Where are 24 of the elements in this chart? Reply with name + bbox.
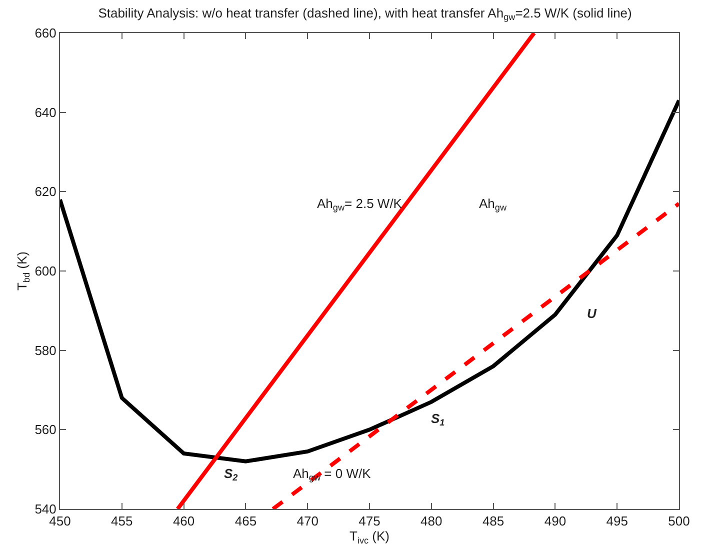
- x-axis-title: T$_{ivc}$ (K): [349, 528, 390, 546]
- y-tick-label: 620: [34, 184, 56, 200]
- x-tick-label: 500: [668, 514, 690, 529]
- x-tick-label: 490: [544, 514, 566, 529]
- x-tick-label: 480: [420, 514, 442, 529]
- annotation: U: [587, 306, 597, 321]
- x-tick-label: 460: [172, 514, 195, 529]
- x-tick-label: 485: [482, 514, 504, 529]
- y-tick-label: 600: [34, 264, 56, 279]
- x-tick-label: 475: [358, 514, 380, 529]
- x-tick-label: 455: [111, 514, 133, 529]
- chart-title: Stability Analysis: w/o heat transfer (dashed line), with heat transfer Ah$_{gw}$=2.5 W/K (solid line): [98, 5, 632, 22]
- annotation: Ah$_{gw}$: [479, 196, 507, 213]
- x-tick-label: 470: [296, 514, 318, 529]
- y-tick-label: 580: [34, 342, 56, 358]
- annotation: S$_{2}$: [224, 466, 238, 483]
- y-tick-label: 660: [34, 26, 56, 41]
- annotation: S$_{1}$: [431, 411, 445, 428]
- annotation: Ah$_{gw}$= 2.5 W/K: [317, 196, 402, 213]
- y-tick-label: 560: [34, 422, 56, 438]
- x-tick-label: 465: [234, 514, 257, 529]
- x-tick-label: 495: [606, 514, 628, 529]
- y-tick-label: 640: [34, 104, 56, 120]
- line-series: [60, 98, 679, 464]
